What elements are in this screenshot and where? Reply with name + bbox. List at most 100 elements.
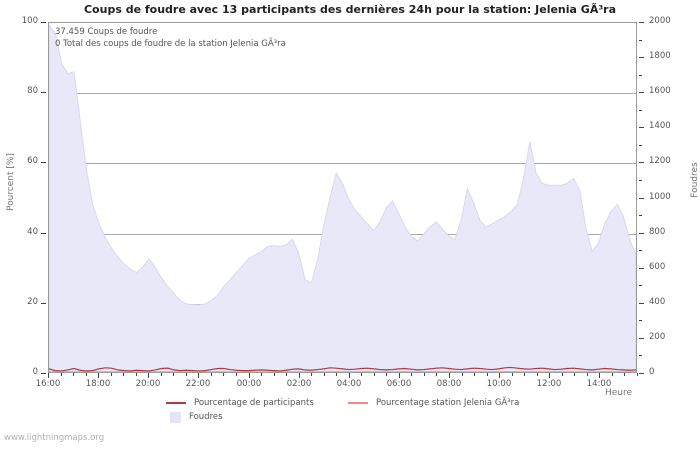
legend-item-strokes: Foudres	[166, 410, 223, 424]
x-tick-minor	[73, 373, 74, 376]
x-tick-minor	[86, 373, 87, 376]
watermark: www.lightningmaps.org	[4, 433, 105, 443]
plot-area: 37.459 Coups de foudre 0 Total des coups…	[48, 22, 637, 373]
y-tick-right	[639, 233, 644, 234]
x-tick-minor	[624, 373, 625, 376]
y-axis-left: Pourcent [%] 0 20 40 60 80 100	[0, 16, 46, 377]
x-tick-minor	[123, 373, 124, 376]
x-tick-minor	[336, 373, 337, 376]
y-tick-right-minor	[639, 180, 642, 181]
annotation-station-strokes: 0 Total des coups de foudre de la statio…	[55, 39, 286, 49]
y-tick-label-left: 0	[32, 367, 38, 377]
legend-label-station: Pourcentage station Jelenia GÃ³ra	[376, 398, 520, 408]
x-tick-minor	[462, 373, 463, 376]
x-tick-minor	[512, 373, 513, 376]
x-tick-minor	[324, 373, 325, 376]
y-tick-right	[639, 127, 644, 128]
annotation-total-strokes: 37.459 Coups de foudre	[55, 27, 158, 37]
x-tick	[198, 373, 199, 378]
x-tick-minor	[236, 373, 237, 376]
x-tick	[148, 373, 149, 378]
x-tick	[48, 373, 49, 378]
y-tick-label-left: 80	[27, 86, 38, 96]
x-tick-minor	[386, 373, 387, 376]
y-tick-label-left: 60	[27, 156, 38, 166]
x-tick-minor	[587, 373, 588, 376]
x-tick-label: 16:00	[35, 379, 61, 389]
x-tick-minor	[311, 373, 312, 376]
x-tick-minor	[537, 373, 538, 376]
y-tick-label-right: 0	[649, 367, 655, 377]
y-tick-right	[639, 57, 644, 58]
x-tick-label: 04:00	[336, 379, 362, 389]
y-tick-left	[41, 92, 46, 93]
y-tick-right	[639, 92, 644, 93]
x-tick-minor	[574, 373, 575, 376]
x-tick-minor	[111, 373, 112, 376]
x-tick-minor	[286, 373, 287, 376]
x-tick	[349, 373, 350, 378]
area-series-strokes	[49, 23, 636, 372]
x-tick-label: 20:00	[135, 379, 161, 389]
x-tick-label: 10:00	[486, 379, 512, 389]
x-tick-minor	[436, 373, 437, 376]
y-tick-left	[41, 233, 46, 234]
x-tick-label: 22:00	[185, 379, 211, 389]
x-tick	[449, 373, 450, 378]
y-tick-right-minor	[639, 355, 642, 356]
x-tick	[249, 373, 250, 378]
legend-row-secondary: Foudres	[48, 410, 637, 424]
y-tick-label-right: 1600	[649, 86, 671, 96]
y-tick-right	[639, 303, 644, 304]
y-tick-label-right: 1000	[649, 192, 671, 202]
x-tick-label: 14:00	[586, 379, 612, 389]
x-tick-minor	[186, 373, 187, 376]
x-tick	[399, 373, 400, 378]
x-tick-minor	[173, 373, 174, 376]
y-tick-right-minor	[639, 145, 642, 146]
x-tick-minor	[424, 373, 425, 376]
y-tick-right-minor	[639, 250, 642, 251]
x-axis: 16:00 18:00 20:00 22:00 00:00 02:00 04:00 06:00…	[36, 373, 638, 399]
y-tick-label-left: 40	[27, 227, 38, 237]
y-tick-label-left: 100	[21, 16, 38, 26]
x-tick	[299, 373, 300, 378]
legend-item-participants: Pourcentage de participants	[166, 396, 314, 410]
y-axis-left-title: Pourcent [%]	[6, 153, 16, 211]
y-tick-right	[639, 162, 644, 163]
x-tick-minor	[411, 373, 412, 376]
y-tick-right-minor	[639, 320, 642, 321]
x-tick-minor	[374, 373, 375, 376]
x-tick-label: 18:00	[85, 379, 111, 389]
x-tick-minor	[261, 373, 262, 376]
y-tick-label-right: 400	[649, 297, 666, 307]
y-tick-label-right: 1800	[649, 51, 671, 61]
y-tick-right-minor	[639, 75, 642, 76]
x-tick-minor	[211, 373, 212, 376]
x-tick-label: 06:00	[386, 379, 412, 389]
y-tick-label-right: 1200	[649, 156, 671, 166]
x-tick-label: 08:00	[436, 379, 462, 389]
y-tick-label-left: 20	[27, 297, 38, 307]
x-tick-minor	[487, 373, 488, 376]
x-tick-minor	[61, 373, 62, 376]
y-axis-right-title: Foudres	[690, 162, 700, 198]
y-tick-right	[639, 338, 644, 339]
y-tick-right-minor	[639, 110, 642, 111]
legend-label-participants: Pourcentage de participants	[194, 398, 314, 408]
y-tick-right	[639, 198, 644, 199]
y-tick-label-right: 1400	[649, 121, 671, 131]
x-tick-minor	[637, 373, 638, 376]
x-tick-minor	[161, 373, 162, 376]
y-tick-right-minor	[639, 215, 642, 216]
legend-label-strokes: Foudres	[189, 412, 223, 422]
x-axis-title: Heure	[605, 388, 633, 398]
x-tick-label: 00:00	[236, 379, 262, 389]
x-tick-minor	[136, 373, 137, 376]
y-tick-right-minor	[639, 285, 642, 286]
y-tick-label-right: 600	[649, 262, 666, 272]
legend-swatch-strokes	[170, 411, 181, 423]
y-axis-right: 0 200 400 600 800 1000 1200 1400 1600 1800 2000	[639, 16, 679, 377]
legend-swatch-participants	[166, 402, 186, 404]
legend-swatch-station	[348, 402, 368, 404]
